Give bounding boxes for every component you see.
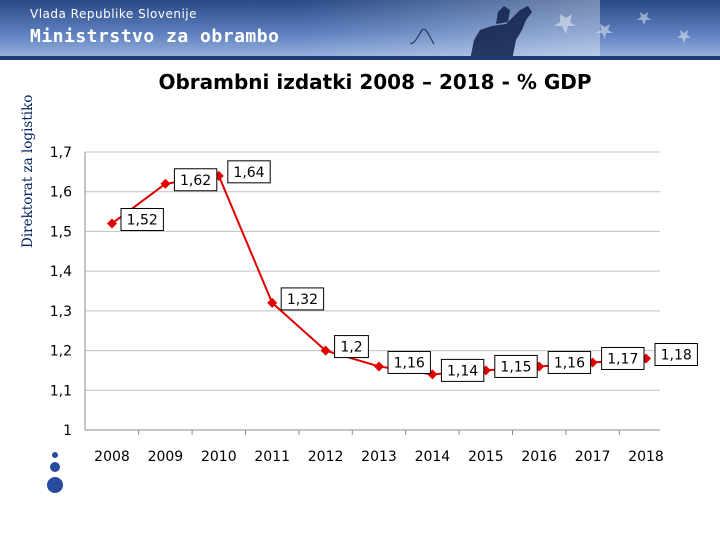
data-label: 1,15 xyxy=(500,359,531,375)
x-tick-label: 2013 xyxy=(361,449,397,465)
data-label-box xyxy=(334,335,369,359)
data-label-box xyxy=(387,350,431,374)
data-label-box xyxy=(440,358,485,382)
data-point-marker xyxy=(320,345,331,356)
data-label: 1,2 xyxy=(340,340,362,356)
x-tick-label: 2016 xyxy=(521,449,557,465)
data-label: 1,52 xyxy=(127,212,158,228)
data-label: 1,16 xyxy=(394,355,425,371)
government-name: Vlada Republike Slovenije xyxy=(30,7,198,21)
data-label: 1,32 xyxy=(287,292,318,308)
data-point-marker xyxy=(374,361,384,372)
data-label-box xyxy=(654,343,698,367)
data-point-marker xyxy=(160,178,171,189)
series-line xyxy=(111,174,647,376)
banner-fade xyxy=(300,0,600,60)
data-label: 1,16 xyxy=(554,355,585,371)
data-label-box xyxy=(227,160,271,184)
ministry-name: Ministrstvo za obrambo xyxy=(30,26,280,47)
dot-icon xyxy=(52,452,58,458)
y-tick-label: 1,6 xyxy=(50,185,72,201)
y-tick-label: 1,7 xyxy=(50,145,72,161)
header-banner: Vlada Republike Slovenije Ministrstvo za… xyxy=(0,0,720,60)
y-tick-label: 1,2 xyxy=(50,344,72,360)
equestrian-statue-logo xyxy=(410,6,691,60)
data-label: 1,64 xyxy=(233,165,264,181)
x-tick-label: 2012 xyxy=(308,449,344,465)
data-point-marker xyxy=(107,218,117,229)
x-tick-label: 2010 xyxy=(201,449,237,465)
y-tick-label: 1,4 xyxy=(50,264,72,280)
data-label: 1,62 xyxy=(180,173,211,189)
data-label-box xyxy=(547,350,592,374)
x-tick-label: 2015 xyxy=(468,449,504,465)
data-label-box xyxy=(120,207,164,231)
x-tick-label: 2008 xyxy=(94,449,130,465)
x-tick-label: 2014 xyxy=(415,449,451,465)
x-tick-label: 2017 xyxy=(575,449,611,465)
y-tick-label: 1,3 xyxy=(50,304,72,320)
data-label-box xyxy=(601,346,645,370)
data-label: 1,14 xyxy=(447,363,478,379)
banner-underline xyxy=(0,56,720,60)
y-tick-label: 1,5 xyxy=(50,224,72,240)
data-label: 1,18 xyxy=(661,348,692,364)
y-tick-label: 1,1 xyxy=(50,383,72,399)
data-label: 1,17 xyxy=(607,351,638,367)
x-tick-label: 2018 xyxy=(628,449,664,465)
x-tick-label: 2011 xyxy=(254,449,290,465)
data-label-box xyxy=(494,354,538,378)
x-tick-label: 2009 xyxy=(148,449,184,465)
chart-title: Obrambni izdatki 2008 – 2018 - % GDP xyxy=(158,70,592,94)
data-label-box xyxy=(280,287,325,311)
dot-icon xyxy=(47,477,63,493)
dot-icon xyxy=(50,462,60,472)
y-tick-label: 1 xyxy=(63,423,72,439)
data-label-box xyxy=(173,168,218,192)
data-point-marker xyxy=(267,297,278,308)
